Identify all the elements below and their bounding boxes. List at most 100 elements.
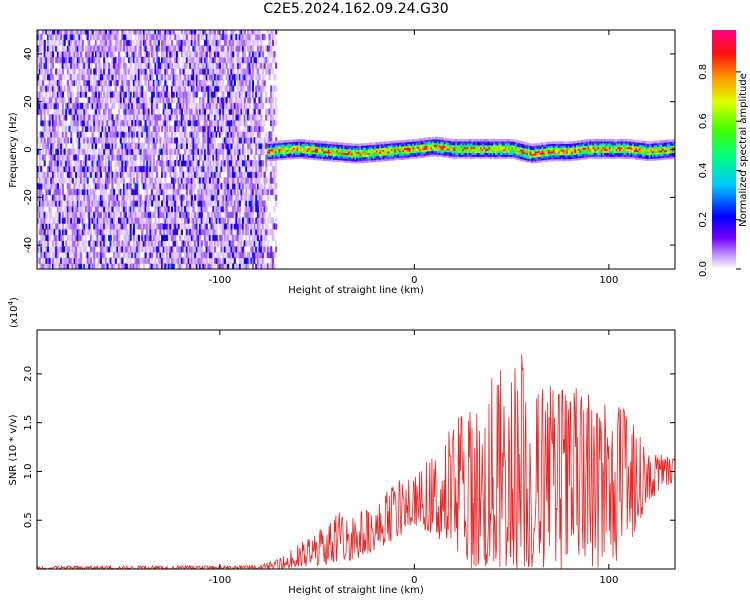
spectrogram-cell — [157, 108, 160, 115]
spectrogram-cell — [114, 39, 117, 47]
spectrogram-cell — [86, 177, 89, 184]
spectrogram-cell — [104, 228, 107, 236]
spectrogram-cell — [103, 33, 106, 41]
spectrogram-cell — [111, 177, 114, 184]
spectrogram-cell — [260, 194, 263, 201]
spectrogram-cell — [93, 177, 96, 184]
spectrogram-cell — [103, 223, 106, 230]
spectrogram-cell — [86, 223, 89, 230]
spectrogram-cell — [108, 62, 111, 69]
spectrogram-cell — [46, 33, 50, 41]
spectrogram-cell — [103, 114, 106, 121]
spectrogram-cell — [48, 91, 51, 98]
spectrogram-cell — [118, 234, 121, 242]
spectrogram-cell — [58, 217, 61, 224]
spectrogram-cell — [144, 79, 147, 87]
spectrogram-cell — [50, 205, 53, 213]
spectrogram-cell — [202, 85, 205, 92]
spectrogram-cell — [116, 211, 119, 219]
spectrogram-cell — [159, 68, 162, 75]
spectrogram-cell — [56, 125, 59, 133]
spectrogram-cell — [68, 96, 71, 104]
spectrogram-cell — [50, 160, 53, 167]
spectrogram-cell — [121, 79, 124, 87]
spectrogram-cell — [162, 228, 165, 236]
spectrogram-cell — [204, 114, 207, 121]
spectrogram-cell — [58, 188, 61, 196]
spectrogram-cell — [126, 188, 129, 196]
spectrogram-cell — [225, 96, 228, 104]
spectrogram-cell — [103, 39, 106, 47]
spectrogram-cell — [104, 188, 107, 196]
spectrogram-cell — [58, 211, 61, 219]
spectrogram-cell — [65, 223, 68, 230]
spectrogram-cell — [245, 234, 248, 242]
spectrogram-cell — [99, 91, 102, 98]
spectrogram-cell — [73, 68, 76, 75]
spectrogram-cell — [40, 85, 43, 92]
spectrogram-cell — [76, 85, 79, 92]
spectrogram-cell — [271, 114, 274, 121]
spectrogram-cell — [93, 96, 96, 104]
spectrogram-cell — [81, 119, 84, 127]
spectrogram-cell — [222, 91, 225, 98]
spectrogram-cell — [89, 160, 93, 167]
spectrogram-cell — [96, 165, 99, 173]
spectrogram-cell — [89, 205, 93, 213]
spectrogram-cell — [260, 114, 263, 121]
spectrogram-cell — [109, 263, 112, 269]
spectrogram-cell — [179, 74, 182, 81]
spectrogram-cell — [43, 62, 46, 69]
spectrogram-cell — [66, 137, 69, 144]
spectrogram-cell — [61, 125, 64, 133]
spectrogram-cell — [50, 74, 53, 81]
spectrogram-cell — [71, 68, 74, 75]
spectrogram-cell — [75, 96, 78, 104]
spectrogram-cell — [194, 194, 197, 201]
spectrogram-cell — [157, 131, 160, 138]
spectrogram-cell — [53, 114, 56, 121]
spectrogram-cell — [93, 137, 96, 144]
spectrogram-cells — [37, 30, 675, 269]
spectrogram-cell — [111, 223, 114, 230]
spectrogram-cell — [124, 200, 127, 207]
spectrogram-cell — [248, 85, 251, 92]
spectrogram-cell — [56, 148, 59, 155]
spectrogram-cell — [61, 165, 64, 173]
spectrogram-cell — [103, 51, 106, 58]
spectrogram-cell — [111, 96, 114, 104]
spectrogram-cell — [84, 119, 88, 127]
spectrogram-cell — [174, 165, 177, 173]
spectrogram-cell — [40, 217, 43, 224]
spectrogram-cell — [167, 119, 170, 127]
spectrogram-cell — [103, 251, 106, 259]
spectrogram-cell — [104, 68, 107, 75]
spectrogram-cell — [118, 217, 121, 224]
spectrogram-cell — [118, 200, 121, 207]
spectrogram-cell — [271, 39, 274, 47]
spectrogram-cell — [89, 137, 93, 144]
spectrogram-cell — [169, 33, 172, 41]
spectrogram-cell — [81, 74, 84, 81]
spectrogram-cell — [194, 183, 197, 190]
spectrogram-cell — [275, 223, 278, 230]
spectrogram-cell — [260, 234, 263, 242]
spectrogram-cell — [182, 68, 185, 75]
spectrogram-cell — [96, 39, 99, 47]
spectrogram-cell — [156, 74, 159, 81]
spectrogram-cell — [99, 228, 102, 236]
spectrogram-cell — [169, 223, 172, 230]
spectrogram-cell — [217, 177, 220, 184]
spectrogram-cell — [96, 137, 99, 144]
spectrogram-cell — [121, 257, 124, 264]
spectrogram-cell — [99, 51, 102, 58]
spectrogram-cell — [157, 39, 160, 47]
spectrogram-cell — [106, 51, 109, 58]
spectrogram-cell — [225, 85, 228, 92]
spectrogram-cell — [60, 51, 63, 58]
spectrogram-cell — [111, 91, 114, 98]
spectrogram-cell — [118, 148, 121, 155]
spectrogram-cell — [37, 91, 40, 98]
spectrogram-cell — [38, 96, 41, 104]
spectrogram-cell — [270, 62, 273, 69]
